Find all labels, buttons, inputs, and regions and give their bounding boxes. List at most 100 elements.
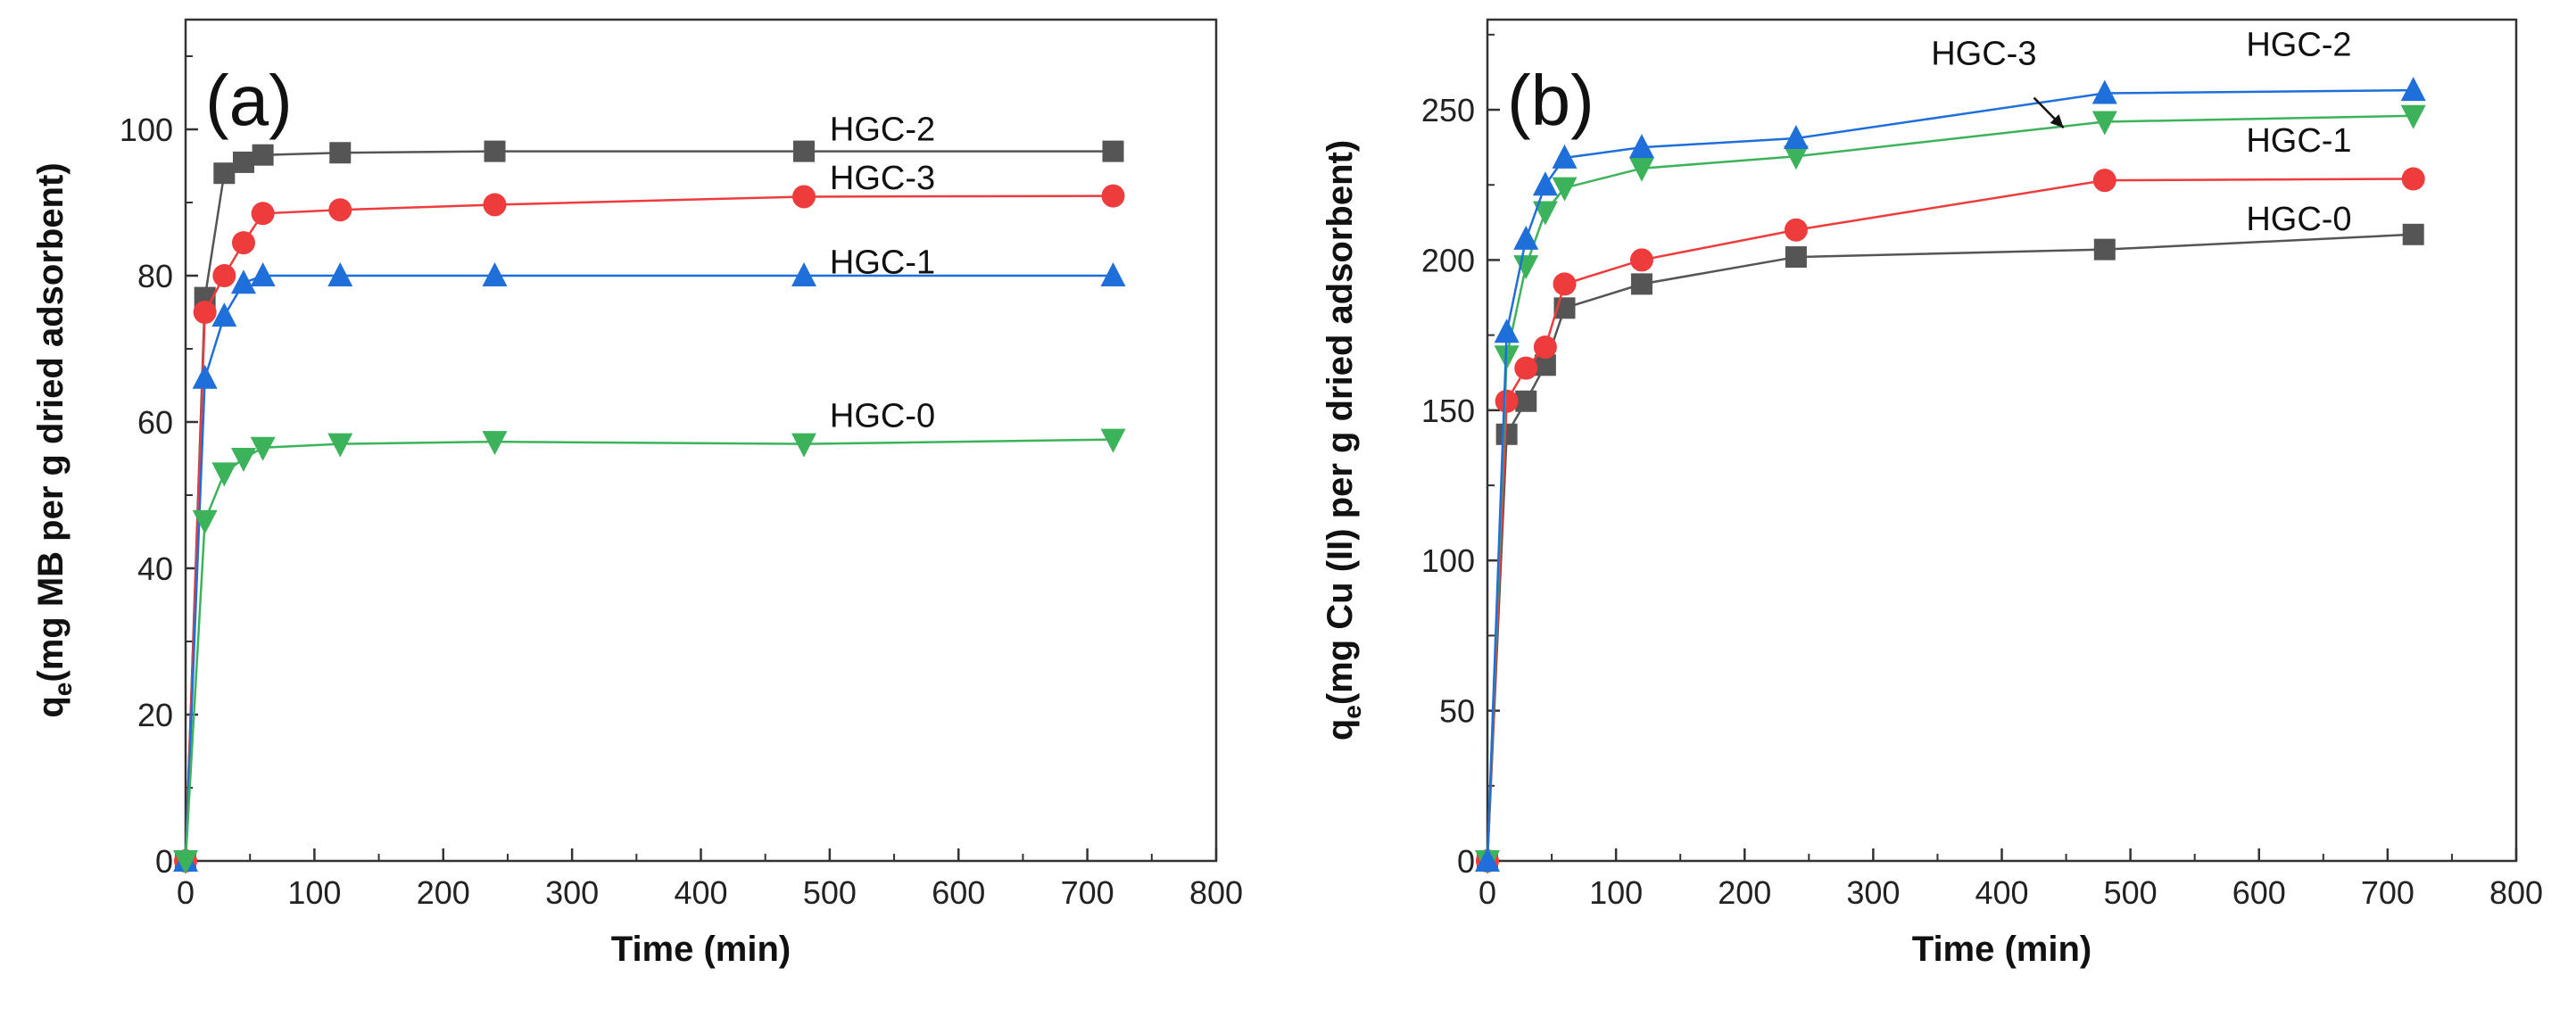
chart0-series-2-point-1 [192, 364, 218, 389]
chart1-x-tick-label-1: 100 [1589, 874, 1643, 911]
chart0-series-1-point-1 [193, 301, 217, 324]
chart0-series-3 [173, 428, 1126, 874]
chart0-series-0-point-2 [213, 162, 236, 185]
chart0-series-3-point-8 [1100, 428, 1126, 453]
chart0-series-2-point-8 [1100, 262, 1126, 286]
chart1-x-axis-title: Time (min) [1912, 930, 2092, 969]
chart-a-svg: 0 100 200 300 400 500 600 700 800 0 20 40 60 80 100 Tim… [31, 18, 1243, 969]
chart1-annotation-2: HGC-1 [2246, 122, 2351, 160]
chart1-x-tick-label-6: 600 [2232, 874, 2286, 911]
chart1-series-3-point-3 [1532, 171, 1558, 196]
chart1-series-2-point-6 [1783, 145, 1809, 170]
chart1-y-tick-label-5: 250 [1421, 92, 1475, 128]
chart0-y-tick-label-1: 20 [137, 697, 173, 733]
chart0-series-1-point-7 [792, 185, 816, 209]
chart0-annotation-2: HGC-1 [830, 244, 935, 282]
chart0-x-tick-label-8: 800 [1189, 874, 1243, 911]
chart0-series-1-point-5 [328, 198, 352, 222]
chart1-series-0-point-2 [1515, 390, 1537, 412]
chart0-panel-label: (a) [205, 61, 293, 140]
chart0-series-2-line [184, 274, 1114, 862]
chart0-x-tick-label-0: 0 [177, 874, 195, 911]
chart1-series-1 [1476, 167, 2425, 873]
chart0-series-3-line [184, 438, 1114, 862]
chart0-x-tick-label-7: 700 [1061, 874, 1114, 911]
chart0-series-1-point-4 [251, 202, 275, 226]
chart1-series-3-point-7 [2091, 79, 2117, 104]
chart1-x-tick-label-5: 500 [2104, 874, 2158, 911]
chart0-annotation-3: HGC-0 [830, 398, 935, 435]
chart1-annotation-3: HGC-0 [2246, 201, 2351, 238]
chart1-series-3-point-4 [1552, 144, 1578, 169]
chart0-y-tick-label-4: 80 [137, 258, 173, 294]
chart0-series-3-point-2 [211, 462, 237, 487]
chart1-x-tick-label-3: 300 [1846, 874, 1900, 911]
chart0-x-tick-label-2: 200 [417, 874, 470, 911]
chart1-annotation-1: HGC-2 [2246, 26, 2351, 63]
chart1-x-tick-label-0: 0 [1479, 874, 1496, 911]
chart0-series-2 [173, 262, 1126, 872]
chart1-series-0-point-5 [1630, 273, 1652, 295]
chart1-y-tick-label-2: 100 [1421, 542, 1475, 579]
chart0-series-3-point-6 [482, 431, 508, 456]
chart0-series-0-point-8 [1102, 140, 1124, 162]
chart1-series-1-point-8 [2401, 167, 2425, 191]
chart1-series-1-point-3 [1533, 335, 1557, 360]
chart0-y-tick-label-3: 60 [137, 404, 173, 441]
chart0-series-1-point-2 [212, 264, 236, 287]
chart1-series-2-point-2 [1513, 255, 1539, 280]
chart1-x-tick-label-8: 800 [2489, 874, 2543, 911]
chart0-series-1 [174, 184, 1125, 873]
chart0-series-3-point-7 [791, 433, 816, 458]
chart0-series-2-point-4 [250, 262, 276, 286]
chart1-series-3 [1475, 77, 2426, 872]
chart1-series-0-point-6 [1785, 246, 1807, 269]
chart0-series-3-point-4 [250, 436, 276, 461]
chart1-y-tick-label-0: 0 [1457, 843, 1475, 880]
chart0-series-3-point-3 [230, 448, 256, 472]
chart0-series-0-line [184, 150, 1114, 862]
chart1-series-1-point-6 [1784, 218, 1808, 242]
chart0-series-2-point-2 [211, 302, 237, 327]
chart0-series-0-point-4 [252, 144, 274, 166]
chart1-series-1-line [1486, 178, 2414, 862]
chart1-series-1-point-7 [2092, 169, 2116, 193]
chart1-series-2-point-8 [2400, 104, 2426, 129]
chart0-series-2-point-7 [791, 262, 816, 286]
chart0-y-tick-label-5: 100 [120, 112, 173, 148]
chart1-series-3-point-1 [1494, 318, 1520, 343]
chart0-series-1-point-8 [1101, 184, 1125, 208]
chart0-series-3-point-0 [173, 850, 198, 874]
chart1-series-2-point-5 [1628, 157, 1654, 182]
chart1-series-2 [1475, 104, 2426, 874]
chart0-x-tick-label-6: 600 [932, 874, 985, 911]
chart1-x-tick-label-7: 700 [2361, 874, 2414, 911]
chart0-series-3-point-1 [192, 509, 218, 534]
chart1-series-1-point-4 [1553, 272, 1577, 296]
chart1-series-0-point-8 [2402, 223, 2424, 245]
chart-b-svg: 0 100 200 300 400 500 600 700 800 0 50 100 150 200 250… [1321, 18, 2543, 969]
chart0-series-1-point-3 [231, 231, 255, 255]
chart1-series-1-point-5 [1629, 248, 1653, 272]
chart0-y-tick-label-0: 0 [155, 843, 173, 880]
chart1-series-2-point-7 [2091, 111, 2117, 136]
chart0-series-0-point-6 [484, 140, 506, 162]
chart0-x-tick-label-4: 400 [674, 874, 727, 911]
chart0-annotation-0: HGC-2 [830, 111, 935, 148]
chart1-series-0-point-7 [2093, 238, 2116, 261]
chart1-y-tick-label-1: 50 [1439, 693, 1475, 730]
chart0-series-2-point-3 [230, 269, 256, 294]
chart0-x-axis-title: Time (min) [611, 930, 791, 969]
chart1-series-3-point-5 [1628, 134, 1654, 159]
chart1-series-3-point-2 [1513, 225, 1539, 250]
chart0-y-axis-title: qe(mg MB per g dried adsorbent) [31, 162, 77, 717]
chart-panel-b: 0 100 200 300 400 500 600 700 800 0 50 100 150 200 250… [1289, 0, 2576, 1034]
chart1-series-0 [1477, 223, 2424, 872]
chart1-x-tick-label-2: 200 [1718, 874, 1771, 911]
chart0-series-1-line [184, 194, 1114, 862]
chart0-series-0-point-3 [232, 151, 254, 173]
chart0-y-tick-label-2: 40 [137, 550, 173, 587]
chart1-y-tick-label-3: 150 [1421, 393, 1475, 429]
chart1-annotation-0: HGC-3 [1931, 36, 2036, 73]
chart1-panel-label: (b) [1507, 61, 1594, 140]
